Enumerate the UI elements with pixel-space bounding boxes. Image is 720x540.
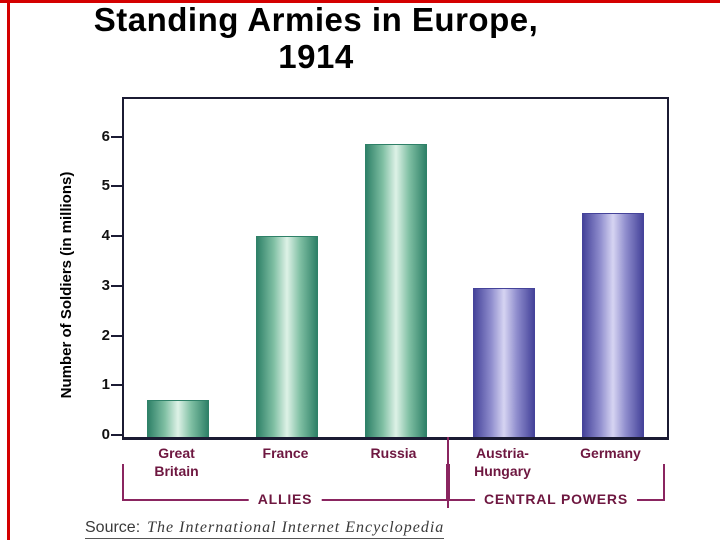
x-category-label-line: Germany [580, 445, 641, 461]
group-bracket-end-left-allies [122, 464, 124, 501]
y-tick-mark-4 [111, 235, 122, 237]
chart-plot-area [122, 97, 669, 440]
bar-great-britain [147, 400, 209, 437]
source-line: Source: The International Internet Encycl… [85, 519, 445, 539]
y-tick-mark-5 [111, 185, 122, 187]
bar-russia [365, 144, 427, 437]
slide-border-left [7, 0, 10, 540]
y-tick-label-1: 1 [101, 376, 110, 393]
page-title-line1: Standing Armies in Europe, [93, 1, 539, 38]
y-tick-label-6: 6 [101, 128, 110, 145]
y-tick-mark-3 [111, 285, 122, 287]
y-tick-label-5: 5 [101, 177, 110, 194]
x-category-label-line: Hungary [474, 462, 531, 479]
x-category-label-russia: Russia [339, 445, 448, 463]
page-title: Standing Armies in Europe, 1914 [10, 1, 622, 76]
x-category-label-great-britain: Great Britain [122, 445, 231, 480]
bar-germany [582, 213, 644, 437]
source-title: The International Internet Encyclopedia [147, 519, 445, 536]
x-category-label-line: Russia [370, 445, 417, 461]
group-bracket-end-left-central-powers [448, 464, 450, 501]
x-category-label-germany: Germany [556, 445, 665, 463]
x-category-label-austria-hungary: Austria- Hungary [448, 445, 557, 480]
x-category-label-line: Great [158, 445, 195, 461]
group-label-central-powers: CENTRAL POWERS [475, 491, 637, 507]
source-label: Source: [85, 519, 141, 536]
y-tick-label-2: 2 [101, 327, 110, 344]
y-tick-mark-6 [111, 136, 122, 138]
y-tick-label-0: 0 [101, 426, 110, 443]
y-tick-mark-2 [111, 335, 122, 337]
x-category-label-line: France [262, 445, 309, 461]
x-category-label-france: France [231, 445, 340, 463]
y-tick-label-3: 3 [101, 277, 110, 294]
slide-border-top [0, 0, 720, 3]
y-tick-mark-1 [111, 384, 122, 386]
x-category-label-line: Britain [154, 462, 199, 479]
y-tick-label-4: 4 [101, 227, 110, 244]
group-label-allies: ALLIES [248, 491, 322, 507]
bar-france [256, 236, 318, 437]
page-title-line2: 1914 [278, 37, 354, 75]
y-tick-mark-0 [111, 434, 122, 436]
y-axis-label: Number of Soldiers (in millions) [58, 171, 75, 399]
bar-austria-hungary [473, 288, 535, 437]
x-category-label-line: Austria- [476, 445, 529, 461]
group-bracket-end-right-central-powers [663, 464, 665, 501]
